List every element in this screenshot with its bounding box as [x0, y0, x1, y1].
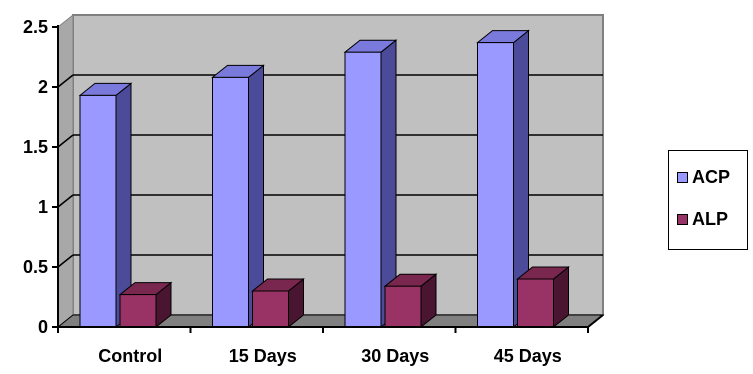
bar-acp-3	[476, 29, 530, 329]
y-tick-label: 1	[38, 197, 48, 217]
bar-alp-0	[118, 281, 173, 329]
bar-front-face	[477, 42, 514, 328]
x-axis-line	[58, 314, 604, 328]
bar-acp-0	[78, 82, 133, 329]
bar-alp-1	[251, 277, 305, 329]
bar-front-face	[252, 290, 289, 328]
bar-acp-1	[211, 64, 265, 329]
legend-swatch-alp	[677, 214, 688, 225]
bar-front-face	[212, 76, 249, 328]
gridline-side	[57, 74, 74, 88]
x-tick-label: 30 Days	[361, 346, 429, 366]
gridline-side	[57, 134, 74, 148]
legend-label-acp: ACP	[692, 167, 731, 187]
y-tick-label: 2	[38, 77, 48, 97]
legend-item-acp: ACP	[677, 167, 730, 188]
x-tick-label: 15 Days	[229, 346, 297, 366]
y-tick-label: 0.5	[23, 257, 48, 277]
bar-front-face	[384, 285, 422, 328]
bar-front-face	[517, 278, 554, 328]
x-tick-label: Control	[98, 346, 162, 366]
y-tick-label: 2.5	[23, 17, 48, 37]
legend-swatch-acp	[677, 172, 688, 183]
bar-alp-3	[516, 265, 570, 329]
bar-alp-2	[383, 273, 438, 329]
gridline-side	[57, 194, 74, 208]
legend-label-alp: ALP	[692, 209, 728, 229]
legend-item-alp: ALP	[677, 209, 728, 230]
bar-front-face	[79, 94, 117, 328]
y-tick-label: 1.5	[23, 137, 48, 157]
gridline-side	[57, 254, 74, 268]
chart-side-wall	[57, 13, 74, 329]
bar-front-face	[344, 51, 382, 328]
bar-acp-2	[343, 39, 398, 329]
x-tick-label: 45 Days	[494, 346, 562, 366]
bar-front-face	[119, 294, 157, 328]
legend: ACP ALP	[668, 150, 748, 250]
y-tick-label: 0	[38, 317, 48, 337]
